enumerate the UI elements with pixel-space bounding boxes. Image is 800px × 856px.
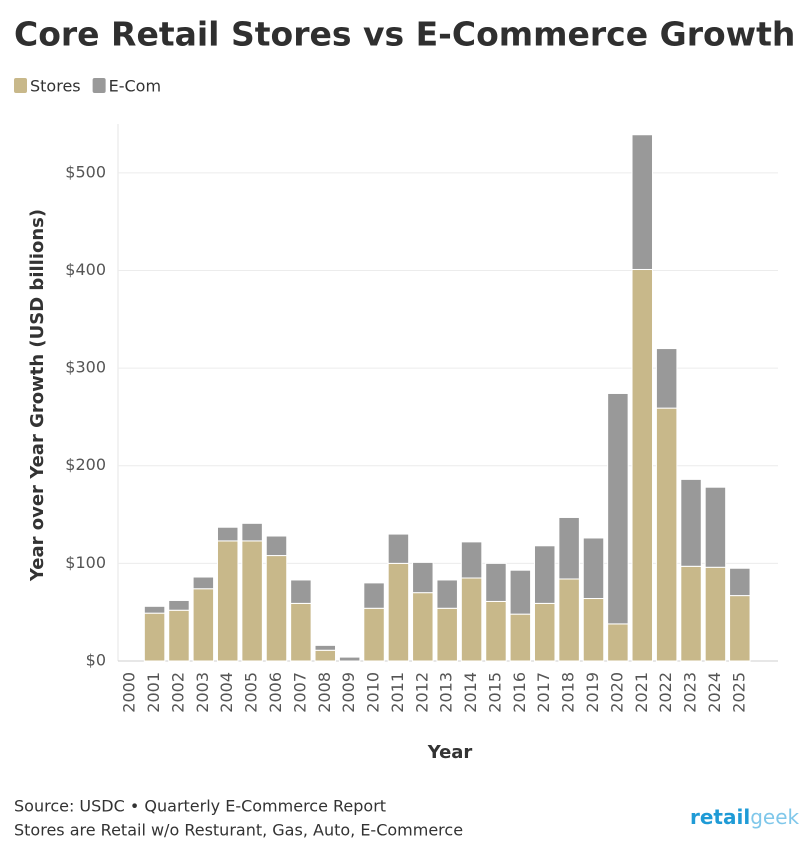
y-tick-label: $300 <box>65 358 106 377</box>
x-tick-label: 2003 <box>193 672 212 713</box>
y-axis-label: Year over Year Growth (USD billions) <box>27 209 48 582</box>
bar-segment <box>265 535 288 557</box>
bar-segment <box>216 526 239 542</box>
x-tick-label: 2009 <box>339 672 358 713</box>
x-tick-label: 2024 <box>705 672 724 713</box>
legend-swatch <box>92 78 106 93</box>
bar-segment <box>241 540 263 662</box>
x-tick-label: 2012 <box>412 672 431 713</box>
logo-part: geek <box>750 805 799 829</box>
bar-segment <box>460 541 483 579</box>
bar-segment <box>533 602 556 662</box>
bar-segment <box>363 582 385 609</box>
bar-segment <box>655 348 678 409</box>
x-tick-label: 2017 <box>534 672 553 713</box>
y-tick-label: $400 <box>65 260 106 279</box>
bar-segment <box>582 598 605 662</box>
y-tick-label: $500 <box>65 162 106 181</box>
x-tick-label: 2018 <box>559 672 578 713</box>
x-tick-label: 2023 <box>681 672 700 713</box>
bar-segment <box>168 609 190 662</box>
bar-segment <box>558 516 580 580</box>
bar-segment <box>680 565 702 662</box>
x-tick-label: 2013 <box>437 672 456 713</box>
x-tick-label: 2019 <box>583 672 602 713</box>
bar-segment <box>412 561 434 594</box>
x-tick-label: 2001 <box>144 672 163 713</box>
bar-segment <box>582 537 605 600</box>
x-tick-label: 2020 <box>607 672 626 713</box>
bar-segment <box>460 577 483 662</box>
x-tick-label: 2011 <box>388 672 407 713</box>
bar-segment <box>436 579 458 609</box>
x-tick-label: 2007 <box>290 672 309 713</box>
bar-segment <box>216 540 239 662</box>
bar-segment <box>485 562 507 602</box>
bar-segment <box>680 478 702 567</box>
bar-segment <box>412 592 434 662</box>
x-tick-label: 2002 <box>168 672 187 713</box>
bar-segment <box>509 613 532 662</box>
bar-segment <box>509 569 532 615</box>
y-tick-label: $100 <box>65 553 106 572</box>
x-tick-label: 2005 <box>242 672 261 713</box>
bar-segment <box>729 567 751 597</box>
bar-segment <box>290 579 312 604</box>
x-tick-label: 2021 <box>632 672 651 713</box>
legend-label: E-Com <box>109 77 161 96</box>
x-axis-label: Year <box>427 742 473 763</box>
bar-segment <box>631 268 654 662</box>
bar-segment <box>607 392 629 625</box>
logo: retailgeek <box>690 805 800 829</box>
bar-segment <box>533 545 556 604</box>
bar-segment <box>607 623 629 662</box>
x-tick-label: 2004 <box>217 672 236 713</box>
bar-segment <box>655 407 678 662</box>
bar-segment <box>363 607 385 662</box>
chart-title: Core Retail Stores vs E-Commerce Growth <box>14 15 795 54</box>
bar-segment <box>558 578 580 662</box>
x-tick-label: 2000 <box>120 672 139 713</box>
footnote: Stores are Retail w/o Resturant, Gas, Au… <box>14 821 463 840</box>
x-tick-label: 2008 <box>315 672 334 713</box>
legend-swatch <box>14 78 27 93</box>
bar-segment <box>314 644 337 651</box>
x-tick-label: 2014 <box>461 672 480 713</box>
x-tick-label: 2015 <box>485 672 504 713</box>
bar-segment <box>704 486 727 568</box>
x-tick-label: 2010 <box>364 672 383 713</box>
bar-segment <box>338 656 361 662</box>
bar-segment <box>436 607 458 662</box>
bar-segment <box>192 588 215 662</box>
y-tick-label: $0 <box>86 651 106 670</box>
logo-part: retail <box>690 805 750 829</box>
bar-segment <box>631 134 654 270</box>
bar-segment <box>387 562 410 662</box>
bar-segment <box>387 533 410 564</box>
x-tick-label: 2006 <box>266 672 285 713</box>
source-note: Source: USDC • Quarterly E-Commerce Repo… <box>14 797 386 816</box>
y-tick-label: $200 <box>65 455 106 474</box>
bar-segment <box>143 612 166 662</box>
x-tick-label: 2022 <box>656 672 675 713</box>
bar-segment <box>314 649 337 662</box>
bar-segment <box>290 602 312 662</box>
bar-segment <box>704 566 727 662</box>
legend-label: Stores <box>30 77 81 96</box>
bar-segment <box>485 600 507 662</box>
bar-segment <box>265 555 288 662</box>
bar-segment <box>241 522 263 542</box>
x-tick-label: 2016 <box>510 672 529 713</box>
bar-segment <box>143 605 166 614</box>
bar-segment <box>168 599 190 611</box>
x-tick-label: 2025 <box>729 672 748 713</box>
bar-segment <box>729 595 751 662</box>
bar-segment <box>192 576 215 590</box>
